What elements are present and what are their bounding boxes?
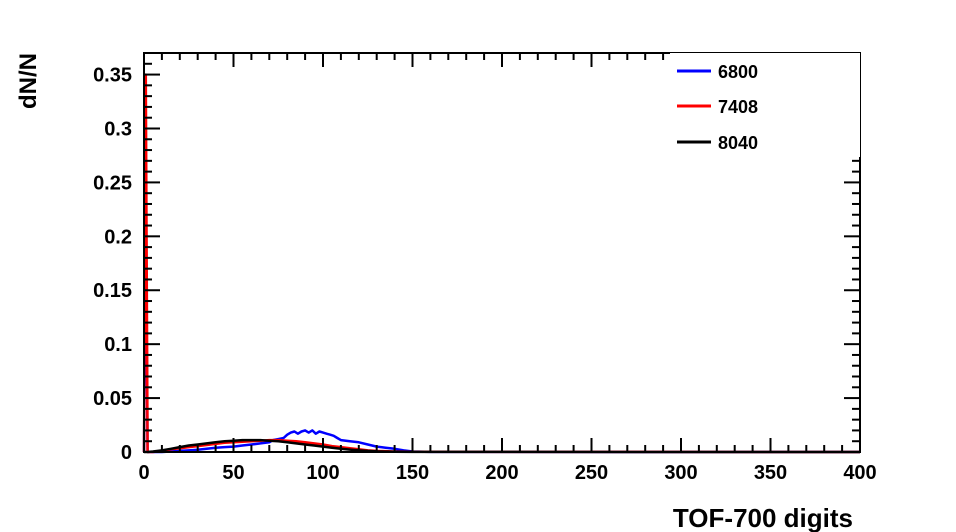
legend-entry-1: 6800: [677, 62, 758, 82]
legend-entry-3: 8040: [677, 133, 758, 153]
x-tick-label: 250: [575, 462, 608, 484]
legend-label-3: 8040: [718, 133, 758, 153]
x-tick-label: 150: [396, 462, 429, 484]
y-tick-label: 0.1: [104, 334, 132, 356]
tick-labels-layer: 0 50 100 150 200 250 300 350 400 0 0.05 0.1 0.15 0.2 0…: [93, 65, 877, 484]
x-tick-label: 50: [222, 462, 244, 484]
y-tick-label: 0.3: [104, 118, 132, 140]
series-line-1: [142, 213, 861, 454]
x-tick-label: 300: [664, 462, 697, 484]
y-tick-label: 0: [121, 442, 132, 464]
y-axis-label: dN/N: [15, 53, 42, 109]
x-axis-label: TOF-700 digits: [673, 503, 853, 532]
x-tick-label: 100: [306, 462, 339, 484]
y-tick-label: 0.2: [104, 226, 132, 248]
x-tick-label: 350: [754, 462, 787, 484]
x-tick-label: 400: [843, 462, 876, 484]
x-tick-label: 0: [138, 462, 149, 484]
y-tick-label: 0.15: [93, 280, 132, 302]
legend-label-2: 7408: [718, 97, 758, 117]
y-tick-label: 0.05: [93, 388, 132, 410]
y-tick-label: 0.25: [93, 172, 132, 194]
x-tick-label: 200: [485, 462, 518, 484]
legend-entry-2: 7408: [677, 97, 758, 117]
y-tick-label: 0.35: [93, 65, 132, 87]
legend: 6800 7408 8040: [670, 53, 860, 157]
legend-label-1: 6800: [718, 62, 758, 82]
